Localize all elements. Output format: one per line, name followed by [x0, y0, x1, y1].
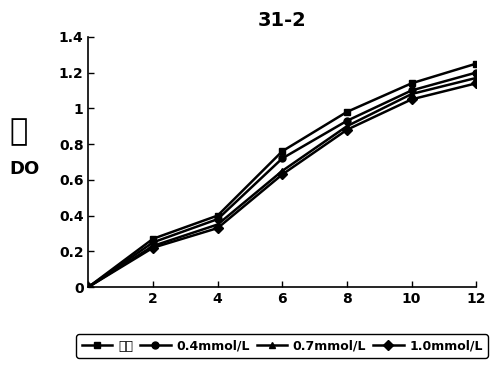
Title: 31-2: 31-2 — [258, 11, 307, 30]
0.7mmol/L — [473, 76, 479, 80]
0.4mmol/L — [279, 156, 285, 160]
Line: 0.4mmol/L: 0.4mmol/L — [85, 69, 480, 290]
Legend: 空白, 0.4mmol/L, 0.7mmol/L, 1.0mmol/L: 空白, 0.4mmol/L, 0.7mmol/L, 1.0mmol/L — [77, 334, 488, 358]
0.7mmol/L — [150, 244, 156, 248]
空白 — [279, 149, 285, 153]
0.4mmol/L — [409, 88, 414, 93]
0.4mmol/L — [473, 70, 479, 75]
0.7mmol/L — [279, 169, 285, 173]
Line: 1.0mmol/L: 1.0mmol/L — [85, 80, 480, 290]
空白 — [409, 81, 414, 85]
1.0mmol/L — [215, 226, 220, 230]
Text: DO: DO — [9, 160, 39, 178]
1.0mmol/L — [409, 97, 414, 102]
1.0mmol/L — [473, 81, 479, 85]
空白 — [150, 237, 156, 241]
Text: 値: 値 — [9, 117, 27, 146]
空白 — [344, 110, 350, 114]
1.0mmol/L — [344, 128, 350, 132]
Line: 0.7mmol/L: 0.7mmol/L — [85, 74, 480, 290]
1.0mmol/L — [150, 245, 156, 250]
空白 — [215, 213, 220, 218]
空白 — [473, 61, 479, 66]
空白 — [85, 285, 91, 289]
0.4mmol/L — [150, 240, 156, 245]
0.7mmol/L — [85, 285, 91, 289]
0.7mmol/L — [344, 124, 350, 128]
1.0mmol/L — [85, 285, 91, 289]
0.7mmol/L — [215, 222, 220, 227]
0.4mmol/L — [215, 217, 220, 221]
0.4mmol/L — [344, 118, 350, 123]
0.4mmol/L — [85, 285, 91, 289]
1.0mmol/L — [279, 172, 285, 177]
0.7mmol/L — [409, 92, 414, 96]
Line: 空白: 空白 — [85, 60, 480, 290]
